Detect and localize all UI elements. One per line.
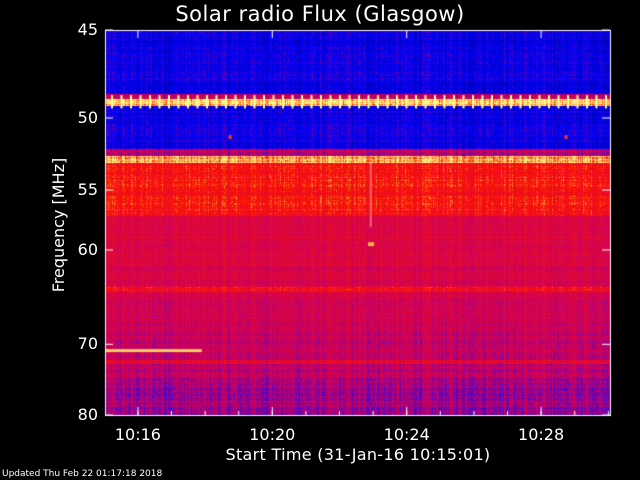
y-tick-label: 80 [77,405,98,424]
y-tick-label: 45 [77,20,98,39]
y-tick-label: 60 [77,240,98,259]
x-tick-label: 10:16 [114,425,161,444]
x-tick-label: 10:24 [383,425,430,444]
y-tick-label: 50 [77,108,98,127]
chart-title: Solar radio Flux (Glasgow) [175,2,465,26]
x-axis-label: Start Time (31-Jan-16 10:15:01) [225,445,491,464]
y-axis-label: Frequency [MHz] [49,157,68,293]
x-tick-label: 10:28 [518,425,565,444]
x-tick-label: 10:20 [249,425,296,444]
y-tick-label: 55 [77,180,98,199]
updated-timestamp: Updated Thu Feb 22 01:17:18 2018 [2,469,163,479]
y-tick-label: 70 [77,334,98,354]
